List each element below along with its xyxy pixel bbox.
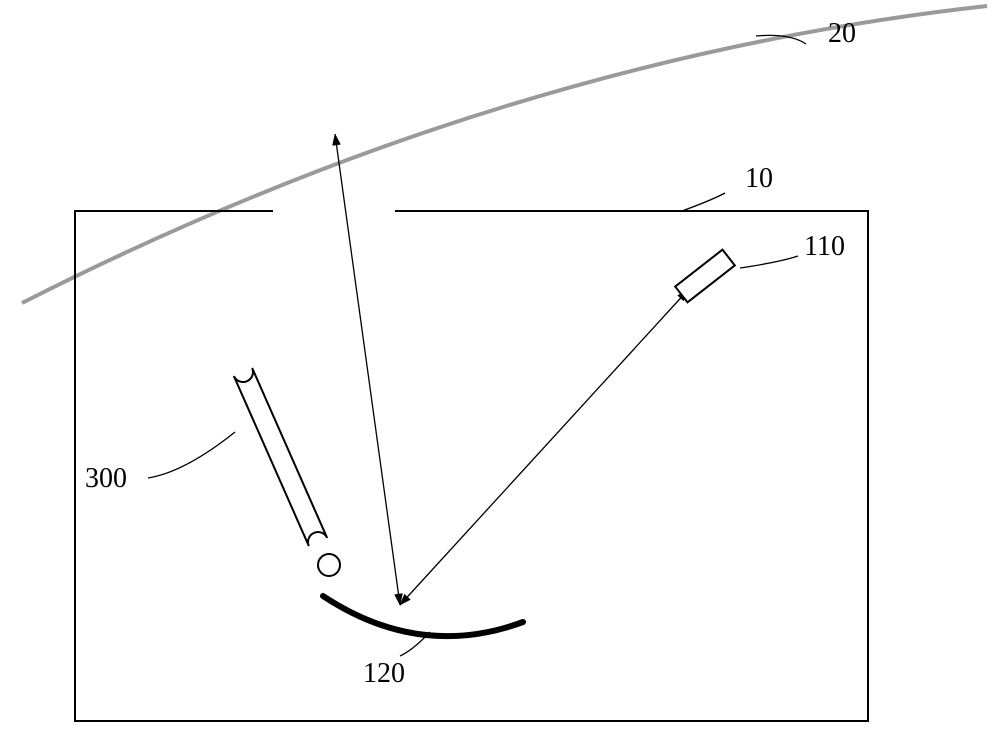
mirror-120	[323, 596, 523, 636]
ray-to-sensor	[400, 290, 688, 605]
diagram-svg	[0, 0, 1000, 733]
ray-to-arc	[335, 134, 400, 605]
label-20: 20	[828, 18, 856, 50]
leader-l300	[148, 432, 235, 478]
label-300: 300	[85, 463, 127, 495]
label-10: 10	[745, 163, 773, 195]
tube-300-ball	[318, 554, 340, 576]
leader-l110	[740, 256, 798, 268]
diagram-root: 20 10 110 300 120	[0, 0, 1000, 733]
label-110: 110	[804, 231, 845, 263]
enclosure-10	[75, 211, 868, 721]
sensor-110	[675, 250, 735, 303]
leader-l10	[682, 193, 725, 211]
tube-300	[234, 368, 327, 546]
label-120: 120	[363, 658, 405, 690]
